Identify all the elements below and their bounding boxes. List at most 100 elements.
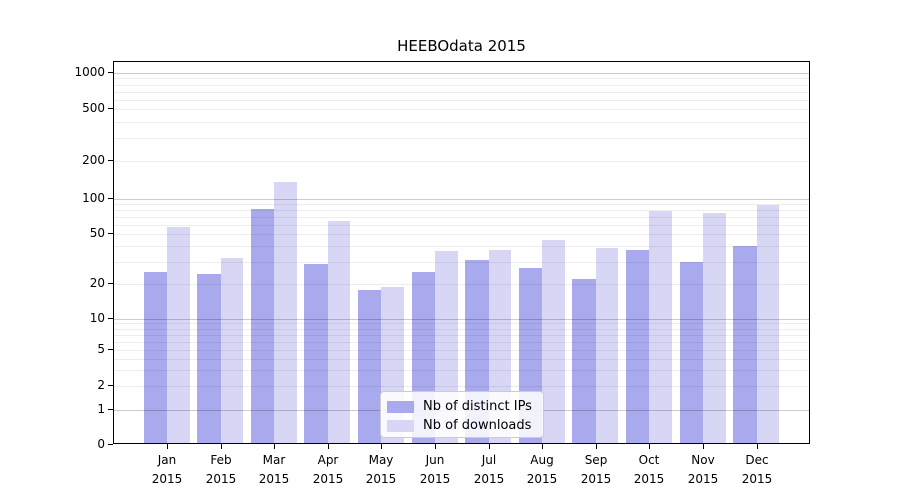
y-tick-label-50: 50: [89, 226, 105, 240]
plot-area: [113, 61, 810, 444]
bar-nb-of-distinct-ips-sep-2015: [572, 279, 596, 443]
y-tick-500: [108, 108, 113, 109]
gridline-y-8: [114, 329, 809, 330]
bar-nb-of-distinct-ips-mar-2015: [250, 209, 275, 443]
bar-nb-of-distinct-ips-jan-2015: [143, 272, 167, 443]
gridline-y-400: [114, 122, 809, 123]
x-tick-label-feb-2015: Feb 2015: [205, 453, 237, 486]
bar-nb-of-downloads-oct-2015: [649, 211, 672, 443]
y-tick-20: [108, 283, 113, 284]
x-tick-label-oct-2015: Oct 2015: [633, 453, 665, 486]
gridline-y-70: [114, 217, 809, 218]
y-tick-1: [108, 409, 113, 410]
x-tick-label-jul-2015: Jul 2015: [473, 453, 505, 486]
x-tick-aug-2015: [542, 444, 543, 449]
bar-nb-of-downloads-dec-2015: [756, 204, 780, 443]
gridline-y-1000: [114, 73, 809, 74]
y-tick-label-1: 1: [97, 402, 105, 416]
x-tick-label-jan-2015: Jan 2015: [151, 453, 183, 486]
x-tick-dec-2015: [757, 444, 758, 449]
gridline-y-500: [114, 109, 809, 110]
y-tick-100: [108, 198, 113, 199]
y-tick-label-5: 5: [97, 342, 105, 356]
legend-label-downloads: Nb of downloads: [423, 418, 532, 433]
x-tick-mar-2015: [274, 444, 275, 449]
gridline-y-80: [114, 210, 809, 211]
x-tick-label-may-2015: May 2015: [365, 453, 397, 486]
legend-swatch-downloads: [387, 419, 414, 432]
y-tick-0: [108, 444, 113, 445]
gridline-y-3: [114, 370, 809, 371]
y-tick-label-1000: 1000: [74, 65, 105, 79]
x-tick-label-nov-2015: Nov 2015: [687, 453, 719, 486]
gridline-y-900: [114, 78, 809, 79]
y-tick-label-20: 20: [89, 276, 105, 290]
gridline-y-7: [114, 335, 809, 336]
gridline-y-60: [114, 225, 809, 226]
x-tick-label-aug-2015: Aug 2015: [526, 453, 558, 486]
gridline-y-5: [114, 350, 809, 351]
gridline-y-100: [114, 199, 809, 200]
bar-nb-of-distinct-ips-feb-2015: [197, 274, 221, 443]
bar-nb-of-distinct-ips-oct-2015: [625, 249, 650, 443]
x-tick-label-sep-2015: Sep 2015: [580, 453, 612, 486]
gridline-y-800: [114, 85, 809, 86]
x-tick-jan-2015: [167, 444, 168, 449]
x-tick-jul-2015: [489, 444, 490, 449]
bar-nb-of-downloads-aug-2015: [542, 240, 565, 443]
bar-nb-of-distinct-ips-may-2015: [357, 290, 382, 443]
bar-nb-of-downloads-feb-2015: [220, 258, 244, 443]
gridline-y-6: [114, 342, 809, 343]
bar-nb-of-downloads-nov-2015: [703, 212, 726, 443]
bar-nb-of-downloads-mar-2015: [274, 182, 297, 443]
bar-nb-of-downloads-jan-2015: [167, 227, 190, 443]
legend-item-downloads: Nb of downloads: [387, 416, 543, 435]
y-tick-label-200: 200: [82, 153, 105, 167]
gridline-y-30: [114, 262, 809, 263]
y-tick-label-10: 10: [89, 311, 105, 325]
x-tick-label-mar-2015: Mar 2015: [258, 453, 290, 486]
y-tick-1000: [108, 72, 113, 73]
gridline-y-20: [114, 284, 809, 285]
gridline-y-200: [114, 161, 809, 162]
chart-title: HEEBOdata 2015: [397, 37, 526, 55]
x-tick-oct-2015: [649, 444, 650, 449]
x-tick-nov-2015: [703, 444, 704, 449]
gridline-y-10: [114, 319, 809, 320]
y-tick-label-2: 2: [97, 378, 105, 392]
legend-item-distinct-ips: Nb of distinct IPs: [387, 397, 543, 416]
x-tick-jun-2015: [435, 444, 436, 449]
bar-nb-of-distinct-ips-dec-2015: [733, 245, 757, 443]
y-tick-2: [108, 385, 113, 386]
gridline-y-9: [114, 323, 809, 324]
y-tick-5: [108, 349, 113, 350]
y-tick-label-100: 100: [82, 191, 105, 205]
x-tick-label-apr-2015: Apr 2015: [312, 453, 344, 486]
bar-nb-of-distinct-ips-apr-2015: [304, 263, 328, 443]
y-tick-label-0: 0: [97, 437, 105, 451]
bar-nb-of-downloads-apr-2015: [327, 220, 351, 443]
gridline-y-50: [114, 234, 809, 235]
x-tick-may-2015: [381, 444, 382, 449]
y-tick-10: [108, 318, 113, 319]
x-tick-label-jun-2015: Jun 2015: [419, 453, 451, 486]
gridline-y-90: [114, 204, 809, 205]
legend-swatch-distinct-ips: [387, 400, 414, 413]
legend: Nb of distinct IPs Nb of downloads: [380, 391, 544, 438]
legend-label-distinct-ips: Nb of distinct IPs: [423, 399, 532, 414]
x-tick-sep-2015: [596, 444, 597, 449]
gridline-y-2: [114, 386, 809, 387]
gridline-y-600: [114, 100, 809, 101]
x-tick-label-dec-2015: Dec 2015: [741, 453, 773, 486]
y-tick-50: [108, 233, 113, 234]
gridline-y-300: [114, 138, 809, 139]
gridline-y-700: [114, 92, 809, 93]
y-tick-label-500: 500: [82, 101, 105, 115]
bar-nb-of-downloads-sep-2015: [595, 248, 619, 443]
gridline-y-4: [114, 359, 809, 360]
x-tick-apr-2015: [328, 444, 329, 449]
bar-nb-of-distinct-ips-nov-2015: [679, 261, 703, 443]
gridline-y-40: [114, 246, 809, 247]
x-tick-feb-2015: [221, 444, 222, 449]
